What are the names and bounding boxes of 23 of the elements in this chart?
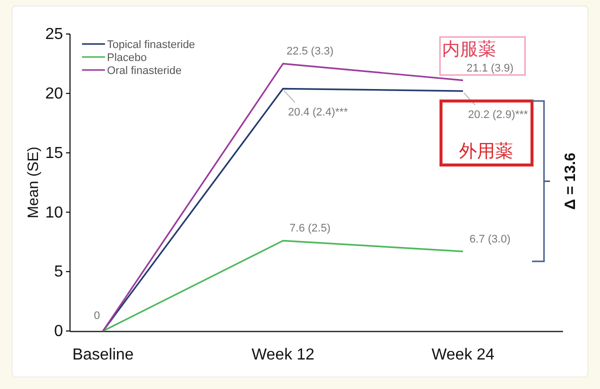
- data-label: 20.4 (2.4)***: [288, 106, 349, 119]
- y-axis-title: Mean (SE): [25, 146, 42, 218]
- data-label: 22.5 (3.3): [286, 46, 334, 58]
- data-label: 6.7 (3.0): [470, 233, 510, 246]
- y-tick-label: 25: [45, 26, 64, 44]
- y-tick-label: 10: [45, 204, 64, 222]
- x-tick-label: Week 12: [252, 346, 315, 364]
- x-tick-label: Baseline: [72, 346, 134, 364]
- data-label: 0: [94, 310, 100, 322]
- y-tick-label: 20: [45, 86, 64, 103]
- data-label: 21.1 (3.9): [466, 62, 514, 74]
- y-tick-label: 0: [54, 323, 64, 340]
- annotation: Δ = 13.6: [562, 152, 579, 210]
- legend-label: Placebo: [107, 52, 147, 64]
- legend-label: Topical finasteride: [107, 38, 196, 51]
- y-tick-label: 5: [54, 264, 64, 281]
- legend-label: Oral finasteride: [107, 64, 182, 77]
- y-tick-label: 15: [45, 144, 64, 162]
- x-tick-label: Week 24: [432, 346, 495, 364]
- data-label: 20.2 (2.9)***: [468, 109, 529, 122]
- annotation: 外用薬: [459, 141, 513, 161]
- annotation: 内服薬: [442, 39, 496, 59]
- data-label: 7.6 (2.5): [290, 222, 330, 235]
